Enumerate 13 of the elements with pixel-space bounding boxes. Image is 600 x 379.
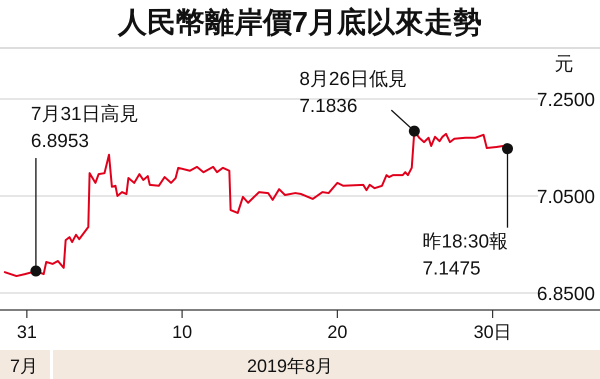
x-tick-label: 31 bbox=[16, 322, 37, 342]
y-axis-title: 元 bbox=[554, 54, 574, 75]
x-tick-label: 30日 bbox=[474, 322, 512, 342]
y-tick-label: 7.2500 bbox=[536, 90, 595, 111]
y-tick-label: 7.0500 bbox=[536, 186, 595, 208]
x-tick-label: 10 bbox=[172, 322, 192, 342]
annotation: 8月26日低見 7.1836 bbox=[299, 69, 420, 137]
text: 7月 bbox=[10, 356, 38, 376]
chart-title: 人民幣離岸價7月底以來走勢 bbox=[116, 6, 482, 39]
x-axis-title: 2019年8月 bbox=[246, 356, 334, 376]
annotation: 8月26日低見 7.1836 bbox=[299, 69, 408, 118]
y-tick-label: 6.8500 bbox=[536, 284, 595, 306]
x-tick-label: 20 bbox=[327, 322, 348, 342]
